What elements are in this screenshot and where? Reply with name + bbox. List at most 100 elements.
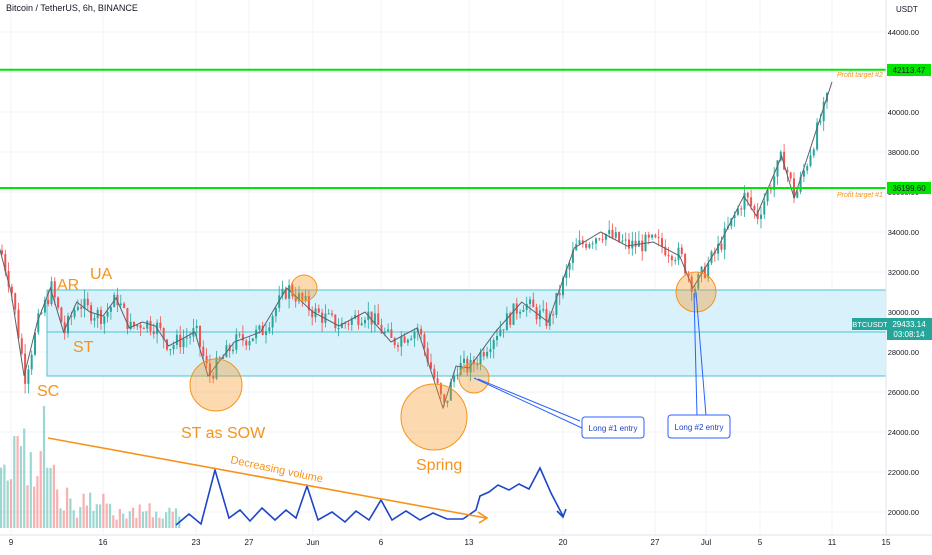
candle-body	[637, 240, 640, 247]
candle-body	[317, 308, 320, 313]
current-price-tag[interactable]: BTCUSDT 29433.14 03:08:14	[852, 318, 932, 340]
volume-wave-line	[175, 466, 564, 526]
candle-body	[350, 318, 353, 325]
candle-body	[555, 293, 558, 315]
candle-body	[647, 234, 650, 238]
volume-bar	[138, 504, 141, 528]
candle-body	[809, 155, 812, 166]
candle-body	[189, 336, 192, 338]
candle-body	[43, 299, 46, 313]
price-tick-label: 32000.00	[888, 268, 919, 277]
candle-body	[86, 298, 89, 306]
volume-bar	[72, 510, 75, 528]
volume-bar	[112, 515, 115, 528]
candle-body	[519, 311, 522, 314]
candle-body	[700, 266, 703, 274]
candle-body	[760, 214, 762, 220]
volume-bar	[49, 468, 52, 528]
candle-body	[436, 378, 439, 384]
time-axis[interactable]: 9 16 23 27 Jun 6 13 20 27 Jul 5 11 15	[0, 534, 932, 547]
time-tick-label: 15	[882, 538, 891, 547]
long-2-box	[667, 414, 731, 439]
volume-bar	[174, 508, 178, 528]
candle-body	[106, 311, 109, 317]
long-2-text: Long #2 entry	[675, 423, 724, 432]
volume-bar	[128, 511, 131, 528]
candle-body	[208, 363, 211, 376]
candle-body	[667, 255, 670, 257]
long-1-callout[interactable]: Long #1 entry	[581, 416, 645, 439]
candle-body	[195, 325, 198, 329]
candle-body	[634, 240, 637, 247]
candle-body	[53, 281, 56, 298]
candle-body	[525, 303, 528, 310]
candle-body	[265, 331, 267, 335]
candle-body	[10, 286, 13, 294]
candle-body	[357, 314, 360, 326]
event-circle	[290, 274, 318, 302]
candle-body	[806, 165, 809, 171]
candle-body	[24, 353, 27, 384]
candle-body	[641, 240, 644, 252]
long-2-callout[interactable]: Long #2 entry	[667, 414, 731, 439]
long-1-leader-2	[477, 378, 581, 422]
candle-body	[307, 296, 310, 311]
candle-body	[618, 232, 621, 242]
candle-body	[331, 313, 333, 315]
volume-bar	[92, 510, 95, 528]
volume-bar	[26, 485, 29, 528]
label-st: ST	[73, 339, 94, 356]
volume-bar	[66, 487, 69, 528]
candle-body	[538, 310, 541, 320]
candle-body	[548, 314, 551, 326]
volume-bar	[52, 464, 55, 528]
candle-body	[571, 250, 574, 264]
candle-body	[601, 239, 604, 241]
candle-body	[773, 176, 776, 190]
candle-body	[80, 306, 83, 309]
time-tick-label: Jun	[307, 538, 320, 547]
candle-body	[268, 327, 271, 332]
candle-body	[730, 218, 733, 227]
time-tick-label: 16	[99, 538, 108, 547]
volume-bar	[56, 489, 59, 528]
candle-body	[248, 341, 251, 346]
candle-body	[585, 244, 588, 248]
candle-body	[133, 321, 135, 327]
price-axis[interactable]: USDT 44000.0042000.0040000.0038000.00360…	[885, 0, 932, 550]
candle-body	[4, 254, 7, 272]
candle-body	[90, 305, 93, 321]
candle-body	[179, 334, 182, 348]
candle-body	[657, 237, 660, 239]
time-tick-label: 11	[828, 538, 837, 547]
candle-body	[340, 322, 343, 329]
price-tick-label: 34000.00	[888, 228, 919, 237]
candle-body	[83, 298, 86, 309]
candle-body	[76, 306, 79, 310]
label-st-as-sow: ST as SOW	[181, 425, 266, 442]
current-price-tag-bg	[887, 318, 932, 340]
candle-body	[175, 334, 178, 345]
candle-body	[426, 348, 429, 363]
volume-bar	[161, 518, 164, 528]
candle-body	[159, 322, 162, 329]
candle-body	[129, 321, 132, 330]
candle-body	[674, 259, 677, 261]
price-tick-label: 40000.00	[888, 108, 919, 117]
volume-bar	[42, 406, 46, 528]
volume-bar	[19, 446, 22, 528]
price-tick-label: 28000.00	[888, 348, 919, 357]
candle-body	[67, 315, 69, 334]
candle-body	[789, 172, 792, 179]
time-tick-label: 27	[651, 538, 660, 547]
volume-bar	[158, 517, 161, 528]
candle-body	[664, 246, 667, 256]
candle-body	[591, 243, 594, 245]
candle-body	[57, 297, 60, 308]
volume-bar	[69, 498, 72, 528]
candle-body	[370, 311, 373, 325]
candle-body	[515, 303, 518, 314]
candle-body	[802, 170, 805, 177]
